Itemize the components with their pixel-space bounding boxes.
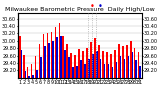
Text: •: • <box>97 2 102 11</box>
Bar <box>112 67 113 78</box>
Bar <box>70 53 72 78</box>
Bar <box>124 59 125 78</box>
Bar <box>110 54 112 78</box>
Bar <box>52 41 54 78</box>
Bar <box>130 41 132 78</box>
Bar <box>82 51 84 78</box>
Bar <box>36 70 38 78</box>
Bar <box>132 52 133 78</box>
Bar <box>59 23 60 78</box>
Bar <box>68 58 70 78</box>
Bar <box>102 51 104 78</box>
Bar <box>88 59 90 78</box>
Bar <box>39 44 40 78</box>
Bar <box>104 64 105 78</box>
Bar <box>60 36 62 78</box>
Bar <box>63 36 64 78</box>
Bar <box>47 33 48 78</box>
Bar <box>98 45 100 78</box>
Bar <box>56 37 58 78</box>
Bar <box>76 66 78 78</box>
Bar <box>138 52 140 78</box>
Bar <box>136 60 137 78</box>
Bar <box>118 44 120 78</box>
Bar <box>55 27 56 78</box>
Bar <box>114 50 116 78</box>
Bar <box>72 68 74 78</box>
Bar <box>44 46 46 78</box>
Bar <box>106 52 108 78</box>
Bar <box>128 56 129 78</box>
Bar <box>126 45 128 78</box>
Bar <box>92 54 94 78</box>
Bar <box>20 50 22 78</box>
Bar <box>27 67 28 78</box>
Bar <box>80 60 82 78</box>
Bar <box>134 48 136 78</box>
Bar <box>24 71 26 78</box>
Bar <box>28 76 30 78</box>
Bar <box>96 51 97 78</box>
Bar <box>120 56 121 78</box>
Bar <box>90 42 92 78</box>
Bar <box>84 64 86 78</box>
Bar <box>100 59 101 78</box>
Bar <box>48 43 50 78</box>
Bar <box>31 64 32 78</box>
Bar <box>32 75 34 78</box>
Title: Milwaukee Barometric Pressure  Daily High/Low: Milwaukee Barometric Pressure Daily High… <box>5 7 155 12</box>
Bar <box>116 62 117 78</box>
Bar <box>51 32 52 78</box>
Bar <box>40 58 42 78</box>
Bar <box>94 38 96 78</box>
Bar <box>108 64 109 78</box>
Bar <box>122 46 124 78</box>
Bar <box>78 49 80 78</box>
Bar <box>140 66 141 78</box>
Bar <box>43 34 44 78</box>
Bar <box>86 48 88 78</box>
Bar <box>74 55 76 78</box>
Bar <box>19 36 20 78</box>
Bar <box>35 56 36 78</box>
Bar <box>23 55 24 78</box>
Bar <box>64 50 66 78</box>
Text: •: • <box>90 2 95 11</box>
Bar <box>66 44 68 78</box>
